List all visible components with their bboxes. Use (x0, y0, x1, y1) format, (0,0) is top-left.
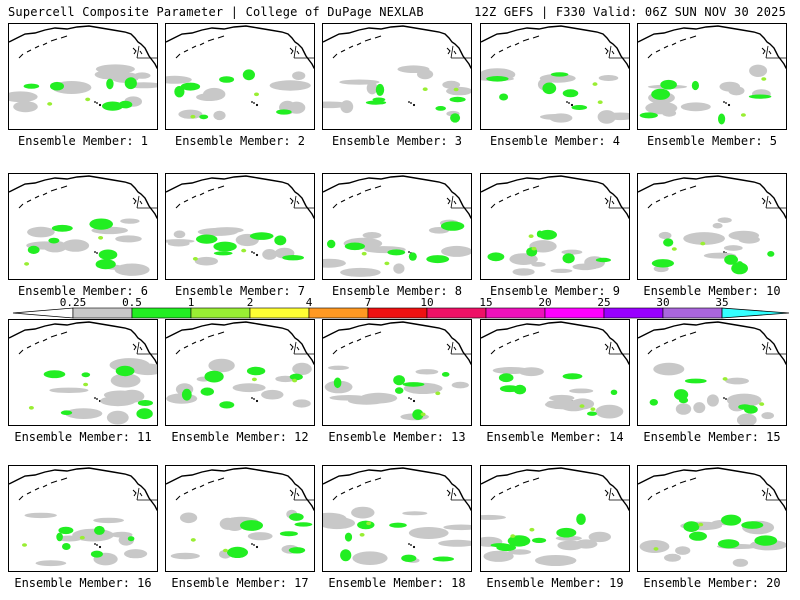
ensemble-member-map (322, 465, 472, 572)
colorbar-segment (249, 307, 310, 319)
colorbar-tick-label: 10 (420, 296, 434, 309)
colorbar-over-arrow (721, 307, 790, 319)
ensemble-member-map (165, 173, 315, 280)
ensemble-member-map (8, 319, 158, 426)
ensemble-member-label: Ensemble Member: 12 (171, 430, 309, 444)
ensemble-member-map (322, 319, 472, 426)
colorbar-segment (72, 307, 133, 319)
colorbar-segment (603, 307, 664, 319)
map-graphic (166, 175, 314, 266)
ensemble-member-label: Ensemble Member: 4 (489, 134, 621, 148)
ensemble-member-label: Ensemble Member: 1 (17, 134, 149, 148)
map-graphic (638, 467, 786, 567)
colorbar-tick-label: 0.25 (59, 296, 87, 309)
ensemble-member-label: Ensemble Member: 19 (486, 576, 624, 590)
ensemble-member-label: Ensemble Member: 17 (171, 576, 309, 590)
ensemble-member-map (637, 173, 787, 280)
map-graphic (9, 25, 157, 113)
map-graphic (638, 25, 786, 125)
colorbar-segment (544, 307, 605, 319)
colorbar-graphic (12, 307, 790, 319)
map-graphic (166, 467, 314, 560)
ensemble-member-map (322, 23, 472, 130)
map-graphic (9, 175, 157, 276)
ensemble-member-label: Ensemble Member: 2 (174, 134, 306, 148)
ensemble-member-map (322, 173, 472, 280)
colorbar-segment (308, 307, 369, 319)
map-graphic (481, 467, 629, 566)
colorbar-tick-label: 1 (187, 296, 195, 309)
colorbar-segment (485, 307, 546, 319)
chart-title: Supercell Composite Parameter | College … (8, 5, 424, 19)
colorbar-tick-label: 25 (597, 296, 611, 309)
map-graphic (9, 467, 157, 567)
map-graphic (166, 321, 314, 409)
ensemble-member-label: Ensemble Member: 15 (643, 430, 781, 444)
colorbar-segment (131, 307, 192, 319)
colorbar-tick-label: 20 (538, 296, 552, 309)
ensemble-member-label: Ensemble Member: 20 (643, 576, 781, 590)
model-run-info: 12Z GEFS | F330 Valid: 06Z SUN NOV 30 20… (474, 5, 786, 19)
ensemble-member-label: Ensemble Member: 3 (331, 134, 463, 148)
map-graphic (323, 175, 471, 277)
colorbar-tick-label: 4 (305, 296, 313, 309)
colorbar-segment (190, 307, 251, 319)
map-graphic (166, 25, 314, 121)
map-graphic (323, 25, 471, 123)
ensemble-member-map (480, 23, 630, 130)
colorbar-tick-label: 15 (479, 296, 493, 309)
colorbar-tick-label: 35 (715, 296, 729, 309)
map-graphic (638, 175, 786, 275)
ensemble-member-map (165, 23, 315, 130)
ensemble-member-map (480, 319, 630, 426)
colorbar-segment (367, 307, 428, 319)
map-graphic (481, 25, 629, 124)
ensemble-member-map (480, 465, 630, 572)
ensemble-member-map (8, 23, 158, 130)
ensemble-member-map (637, 23, 787, 130)
ensemble-member-map (637, 319, 787, 426)
ensemble-member-map (165, 465, 315, 572)
ensemble-member-map (637, 465, 787, 572)
colorbar-tick-label: 2 (246, 296, 254, 309)
colorbar-tick-label: 7 (364, 296, 372, 309)
colorbar-segment (662, 307, 723, 319)
colorbar-segment (426, 307, 487, 319)
ensemble-member-label: Ensemble Member: 7 (174, 284, 306, 298)
ensemble-member-map (165, 319, 315, 426)
map-graphic (323, 321, 471, 421)
ensemble-member-label: Ensemble Member: 9 (489, 284, 621, 298)
ensemble-member-label: Ensemble Member: 5 (646, 134, 778, 148)
colorbar-under-arrow (12, 307, 74, 319)
ensemble-member-label: Ensemble Member: 8 (331, 284, 463, 298)
colorbar-tick-label: 0.5 (122, 296, 142, 309)
ensemble-member-map (480, 173, 630, 280)
map-graphic (481, 175, 629, 276)
ensemble-member-label: Ensemble Member: 16 (14, 576, 152, 590)
ensemble-member-label: Ensemble Member: 13 (328, 430, 466, 444)
ensemble-member-label: Ensemble Member: 10 (643, 284, 781, 298)
ensemble-member-label: Ensemble Member: 14 (486, 430, 624, 444)
ensemble-member-label: Ensemble Member: 6 (17, 284, 149, 298)
map-graphic (323, 467, 471, 565)
colorbar (12, 307, 790, 319)
map-graphic (9, 321, 157, 425)
map-graphic (638, 321, 786, 425)
map-graphic (481, 321, 629, 419)
ensemble-member-map (8, 173, 158, 280)
ensemble-member-label: Ensemble Member: 11 (14, 430, 152, 444)
ensemble-member-map (8, 465, 158, 572)
ensemble-member-label: Ensemble Member: 18 (328, 576, 466, 590)
colorbar-tick-label: 30 (656, 296, 670, 309)
